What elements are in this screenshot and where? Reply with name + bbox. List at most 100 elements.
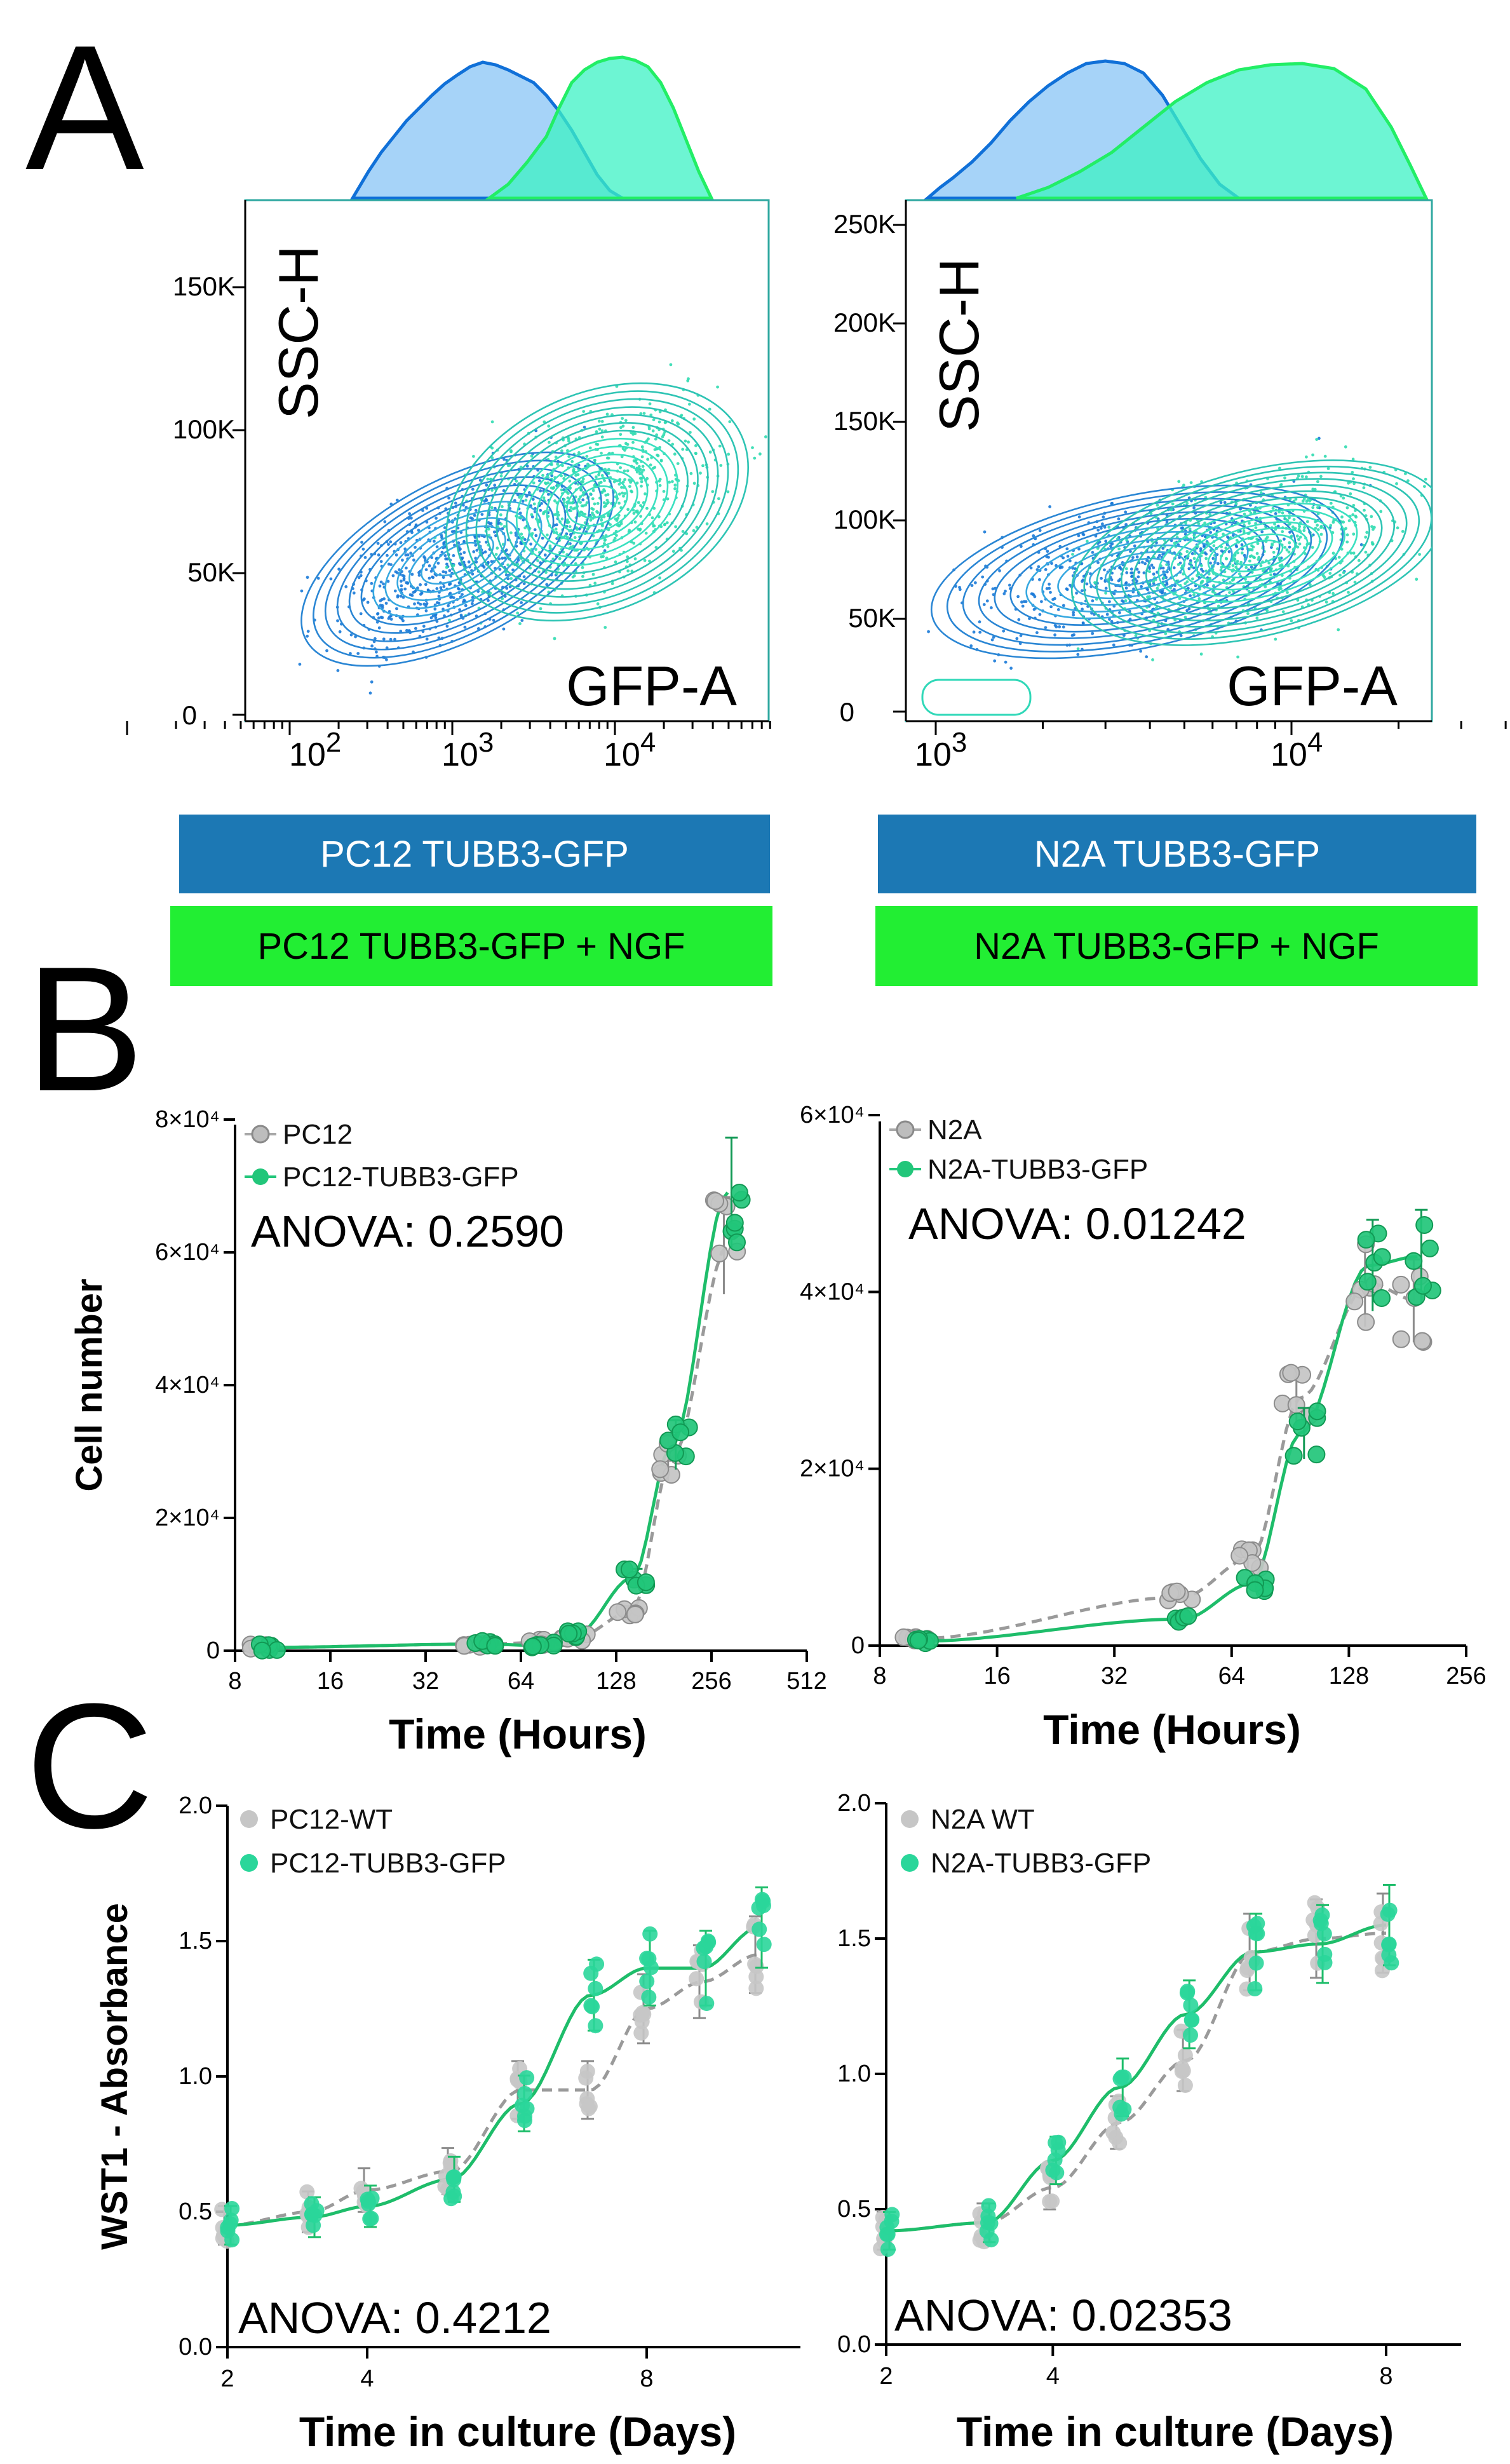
data-point: [747, 1956, 763, 1972]
fit-curve-PC12-TUBB3-GFP: [227, 1926, 759, 2227]
data-point: [1381, 1937, 1397, 1953]
legend-label: PC12-TUBB3-GFP: [270, 1848, 506, 1879]
fit-curve-PC12-TUBB3-GFP: [266, 1191, 729, 1649]
x-tick-label: 8: [1379, 2363, 1392, 2390]
y-tick-label: 250K: [833, 209, 896, 239]
x-ticks-a-left: 102 103 104: [289, 727, 656, 773]
x-tick-label: 8: [640, 2366, 653, 2392]
data-point: [1345, 1292, 1364, 1311]
legend-pc12-untreated: PC12 TUBB3-GFP: [179, 815, 770, 893]
data-point: [1248, 1955, 1264, 1971]
data-point: [1183, 2027, 1198, 2043]
data-point: [671, 1423, 690, 1442]
x-tick-label: 64: [1218, 1663, 1245, 1689]
x-tick-label: 104: [603, 727, 656, 773]
data-point: [1357, 1231, 1375, 1249]
data-point: [1287, 1396, 1305, 1414]
data-point: [689, 1971, 704, 1987]
data-point: [620, 1560, 638, 1579]
data-point: [748, 1969, 764, 1985]
legend-c-left: PC12-WT PC12-TUBB3-GFP: [240, 1804, 506, 1879]
data-point: [1384, 1955, 1399, 1971]
legend-label: PC12: [283, 1119, 353, 1150]
legend-pc12-ngf: PC12 TUBB3-GFP + NGF: [170, 906, 772, 986]
data-point: [909, 1631, 927, 1649]
y-tick-label: 0: [851, 1632, 865, 1659]
x-tick-label: 2: [879, 2363, 893, 2390]
chart-b-left: 8 16 32 64 128 256 512 0 2×10⁴ 4×10⁴ 6×10⁴ 8×10⁴ Ce…: [69, 1106, 827, 1757]
data-point: [637, 1573, 655, 1592]
x-tick-label: 128: [596, 1668, 636, 1695]
chart-c-right: 2 4 8 0.0 0.5 1.0 1.5 2.0 Time in culture (Days…: [837, 1790, 1461, 2455]
y-tick-label: 1.5: [837, 1925, 871, 1952]
x-axis-label-c-right: Time in culture (Days): [957, 2408, 1394, 2455]
data-point: [1045, 2162, 1061, 2178]
x-tick-label: 256: [691, 1668, 731, 1695]
y-tick-label: 0.5: [179, 2198, 212, 2225]
y-tick-label: 0: [840, 697, 854, 727]
data-point: [710, 1244, 729, 1262]
legend-label: N2A-TUBB3-GFP: [927, 1154, 1148, 1185]
y-tick-label: 0.5: [837, 2196, 871, 2223]
data-point: [651, 1460, 670, 1479]
data-point: [581, 2101, 597, 2116]
chart-a-right: SSC-H GFP-A 250K 200K 150K 100K 50K 0 10…: [833, 59, 1507, 773]
x-tick-label: 16: [317, 1668, 344, 1695]
data-point: [517, 2108, 532, 2124]
data-point: [659, 1432, 677, 1450]
data-point: [880, 2242, 896, 2257]
y-tick-label: 1.0: [837, 2061, 871, 2087]
data-point: [1358, 1273, 1377, 1291]
data-point: [1420, 1239, 1439, 1257]
data-point: [588, 1980, 603, 1996]
data-point: [756, 1937, 772, 1953]
data-point: [1314, 1907, 1330, 1923]
x-minor-ticks-a-left: [126, 721, 771, 735]
y-tick-label: 2.0: [837, 1790, 871, 1817]
data-point: [636, 2007, 652, 2022]
data-point: [884, 2207, 900, 2223]
y-tick-label: 6×10⁴: [800, 1102, 865, 1128]
data-point: [696, 1940, 711, 1956]
panel-letter-b: B: [25, 930, 144, 1128]
legend-label: N2A-TUBB3-GFP: [931, 1848, 1151, 1879]
x-tick-label: 128: [1329, 1663, 1369, 1689]
x-tick-label: 4: [1046, 2363, 1060, 2390]
legend-n2a-untreated: N2A TUBB3-GFP: [878, 815, 1476, 893]
y-axis-label-a-right: SSC-H: [927, 258, 990, 432]
data-point: [253, 1641, 271, 1660]
data-point: [1392, 1330, 1410, 1348]
panel-letter-c: C: [25, 1667, 154, 1865]
y-tick-label: 2×10⁴: [800, 1456, 865, 1482]
y-tick-label: 1.0: [179, 2063, 212, 2090]
data-point: [1051, 2134, 1067, 2150]
data-point: [1230, 1547, 1249, 1565]
y-tick-label: 8×10⁴: [155, 1106, 220, 1133]
data-point: [633, 2025, 649, 2041]
data-point: [1248, 1925, 1264, 1941]
data-point: [588, 2018, 603, 2034]
data-point: [268, 1641, 286, 1659]
data-point: [755, 1893, 771, 1909]
data-point: [880, 2226, 896, 2242]
x-tick-label: 8: [228, 1668, 241, 1695]
data-point: [1175, 2063, 1191, 2079]
legend-label: N2A: [927, 1114, 982, 1146]
data-point: [752, 1921, 767, 1937]
data-point: [299, 2184, 315, 2200]
x-tick-label: 64: [508, 1668, 534, 1695]
anova-c-left: ANOVA: 0.4212: [238, 2293, 551, 2343]
data-point: [1177, 2047, 1193, 2063]
y-tick-label: 50K: [848, 603, 896, 633]
data-point: [362, 2211, 378, 2227]
data-point: [639, 1973, 655, 1989]
data-point: [728, 1233, 746, 1252]
data-point: [1112, 2135, 1128, 2151]
chart-a-left: SSC-H GFP-A 150K 100K 50K 0 102 103 104: [126, 55, 771, 773]
legend-label: PC12-TUBB3-GFP: [283, 1161, 519, 1193]
data-point: [641, 1951, 657, 1966]
data-point: [560, 1625, 578, 1643]
data-point: [1180, 1984, 1196, 1999]
x-tick-label: 32: [412, 1668, 439, 1695]
data-point: [748, 1980, 764, 1996]
